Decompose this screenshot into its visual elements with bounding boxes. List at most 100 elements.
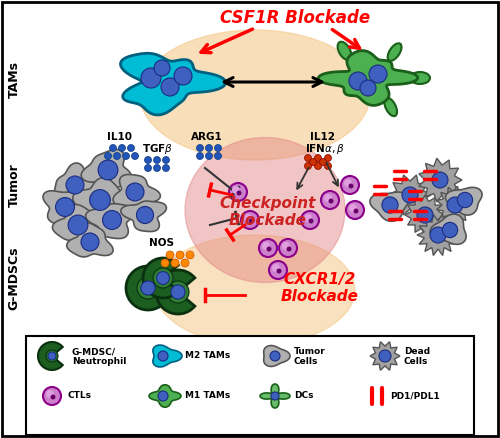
Circle shape (176, 251, 184, 259)
Circle shape (328, 198, 334, 204)
Wedge shape (156, 270, 195, 314)
Circle shape (162, 165, 170, 172)
Circle shape (270, 351, 280, 361)
Circle shape (417, 207, 433, 223)
Circle shape (304, 155, 312, 162)
Circle shape (259, 239, 277, 257)
Polygon shape (389, 175, 431, 215)
Polygon shape (113, 174, 160, 207)
Polygon shape (370, 342, 400, 370)
FancyBboxPatch shape (26, 336, 474, 435)
Circle shape (314, 155, 322, 162)
Circle shape (158, 391, 168, 401)
Circle shape (458, 192, 472, 208)
Circle shape (214, 152, 222, 159)
Circle shape (349, 72, 367, 90)
Text: IL10: IL10 (108, 132, 132, 142)
Polygon shape (121, 201, 166, 232)
Polygon shape (52, 205, 102, 240)
Circle shape (154, 165, 160, 172)
Circle shape (402, 187, 418, 203)
Polygon shape (86, 204, 135, 239)
Circle shape (430, 227, 446, 243)
Text: Cells: Cells (294, 357, 318, 367)
Ellipse shape (410, 72, 430, 84)
Circle shape (68, 215, 88, 235)
Polygon shape (436, 186, 474, 224)
Text: TGF$\beta$: TGF$\beta$ (142, 142, 172, 156)
Circle shape (171, 259, 179, 267)
Circle shape (81, 233, 99, 251)
Circle shape (369, 65, 387, 83)
Circle shape (98, 160, 118, 180)
Circle shape (196, 145, 203, 152)
Circle shape (144, 165, 152, 172)
Circle shape (174, 67, 192, 85)
Circle shape (324, 155, 332, 162)
Circle shape (126, 183, 144, 201)
Circle shape (114, 152, 120, 159)
Circle shape (304, 214, 312, 222)
Circle shape (269, 261, 287, 279)
Text: G-MDSCs: G-MDSCs (8, 246, 20, 310)
Ellipse shape (155, 235, 355, 345)
Polygon shape (264, 346, 290, 367)
Circle shape (154, 60, 170, 76)
Text: CXCR1/2
Blockade: CXCR1/2 Blockade (281, 272, 359, 304)
Circle shape (266, 247, 272, 251)
Circle shape (161, 259, 169, 267)
Circle shape (166, 251, 174, 259)
Text: PD1/PDL1: PD1/PDL1 (390, 392, 440, 400)
Circle shape (308, 219, 314, 223)
Text: IFN$\alpha,\beta$: IFN$\alpha,\beta$ (305, 142, 345, 156)
Circle shape (354, 208, 358, 213)
Circle shape (379, 350, 391, 362)
Text: Checkpoint
Blockade: Checkpoint Blockade (220, 196, 316, 228)
Circle shape (48, 352, 56, 360)
Polygon shape (370, 192, 408, 221)
Circle shape (276, 268, 281, 273)
Ellipse shape (384, 98, 397, 116)
Circle shape (360, 80, 376, 96)
Text: M1 TAMs: M1 TAMs (185, 392, 230, 400)
Text: Tumor: Tumor (8, 163, 20, 207)
Polygon shape (149, 385, 181, 407)
Polygon shape (318, 51, 418, 106)
Polygon shape (446, 187, 482, 215)
Circle shape (442, 223, 458, 238)
Circle shape (102, 211, 122, 230)
Circle shape (132, 152, 138, 159)
Text: CTLs: CTLs (68, 392, 92, 400)
Text: DCs: DCs (294, 392, 314, 400)
Polygon shape (405, 195, 445, 235)
Circle shape (432, 172, 448, 188)
Circle shape (279, 239, 297, 257)
Circle shape (154, 156, 160, 163)
Circle shape (301, 211, 319, 229)
Circle shape (271, 392, 279, 400)
Text: Dead: Dead (404, 347, 430, 357)
Polygon shape (67, 223, 113, 257)
Polygon shape (81, 149, 132, 188)
Polygon shape (153, 345, 182, 367)
Ellipse shape (338, 42, 351, 60)
Polygon shape (260, 384, 290, 408)
Circle shape (348, 184, 354, 188)
Circle shape (171, 285, 185, 299)
Text: Tumor: Tumor (294, 347, 326, 357)
Circle shape (320, 159, 326, 166)
Circle shape (324, 162, 332, 170)
Circle shape (141, 281, 155, 295)
Wedge shape (38, 342, 62, 370)
Circle shape (206, 152, 212, 159)
Polygon shape (120, 53, 226, 115)
Circle shape (310, 159, 316, 166)
Circle shape (162, 156, 170, 163)
Ellipse shape (185, 138, 345, 283)
Circle shape (236, 191, 242, 195)
Circle shape (304, 162, 312, 170)
Text: NOS: NOS (150, 238, 174, 248)
Circle shape (206, 145, 212, 152)
Circle shape (141, 68, 161, 88)
Circle shape (186, 251, 194, 259)
